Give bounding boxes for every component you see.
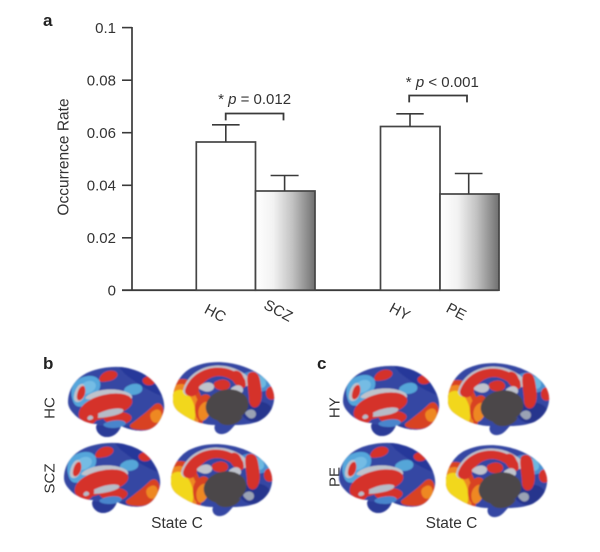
svg-text:PE: PE [327,467,344,487]
svg-text:0.06: 0.06 [87,125,116,142]
svg-text:0.1: 0.1 [95,20,116,37]
svg-text:HC: HC [42,397,59,419]
svg-text:* p = 0.012: * p = 0.012 [218,91,291,108]
svg-text:0.08: 0.08 [87,72,116,89]
svg-text:* p < 0.001: * p < 0.001 [406,74,479,91]
svg-text:0.04: 0.04 [87,178,116,195]
svg-text:0: 0 [108,282,116,299]
svg-text:SCZ: SCZ [261,296,295,325]
svg-text:PE: PE [443,300,469,324]
svg-text:State C: State C [426,515,478,532]
svg-text:c: c [317,354,326,373]
svg-text:State C: State C [151,515,203,532]
svg-text:b: b [43,354,53,373]
svg-text:Occurrence Rate: Occurrence Rate [56,98,73,215]
svg-text:HY: HY [327,397,344,418]
svg-text:HC: HC [202,301,229,326]
svg-text:0.02: 0.02 [87,230,116,247]
svg-text:SCZ: SCZ [42,464,59,494]
svg-text:HY: HY [386,300,412,325]
svg-text:a: a [43,11,53,30]
